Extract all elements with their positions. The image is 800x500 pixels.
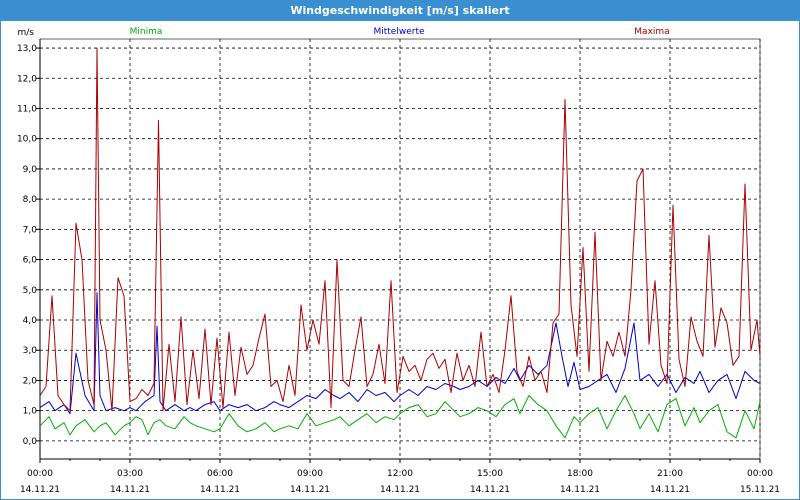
y-tick-label: 1,0	[23, 407, 38, 417]
series-line-mittelwerte	[39, 292, 761, 415]
legend-entry-maxima: Maxima	[634, 27, 669, 37]
series-line-maxima	[39, 47, 761, 412]
x-tick-label-time: 15:00	[477, 469, 503, 479]
y-tick-label: 13,0	[17, 44, 37, 54]
y-tick-label: 12,0	[17, 74, 37, 84]
y-tick-label: 7,0	[23, 225, 38, 235]
x-tick-label-date: 14.11.21	[200, 485, 240, 495]
y-tick-label: 2,0	[23, 376, 38, 386]
x-tick-label-date: 14.11.21	[650, 485, 690, 495]
x-tick-label-date: 14.11.21	[110, 485, 150, 495]
y-tick-label: 4,0	[23, 316, 38, 326]
x-tick-label-date: 14.11.21	[290, 485, 330, 495]
y-axis-label: m/s	[18, 28, 35, 38]
x-tick-label-time: 00:00	[27, 469, 53, 479]
window-title: Windgeschwindigkeit [m/s] skaliert	[1, 1, 799, 21]
x-tick-label-date: 14.11.21	[380, 485, 420, 495]
x-tick-label-date: 15.11.21	[740, 485, 780, 495]
legend-entry-mittelwerte: Mittelwerte	[373, 27, 424, 37]
x-tick-label-time: 21:00	[657, 469, 683, 479]
x-tick-label-date: 14.11.21	[20, 485, 60, 495]
x-tick-label-time: 00:00	[747, 469, 773, 479]
x-tick-label-time: 12:00	[387, 469, 413, 479]
legend-entry-minima: Minima	[130, 27, 163, 37]
y-tick-label: 0,0	[23, 437, 38, 447]
y-tick-label: 3,0	[23, 346, 38, 356]
x-tick-label-time: 09:00	[297, 469, 323, 479]
x-tick-label-time: 03:00	[117, 469, 143, 479]
x-tick-label-time: 18:00	[567, 469, 593, 479]
y-tick-label: 5,0	[23, 286, 38, 296]
y-tick-label: 9,0	[23, 165, 38, 175]
x-tick-label-date: 14.11.21	[470, 485, 510, 495]
x-tick-label-time: 06:00	[207, 469, 233, 479]
y-tick-label: 10,0	[17, 135, 37, 145]
y-tick-label: 6,0	[23, 256, 38, 266]
x-tick-label-date: 14.11.21	[560, 485, 600, 495]
y-tick-label: 8,0	[23, 195, 38, 205]
series-line-minima	[39, 395, 761, 439]
y-tick-label: 11,0	[17, 104, 37, 114]
plot-border	[39, 38, 761, 460]
